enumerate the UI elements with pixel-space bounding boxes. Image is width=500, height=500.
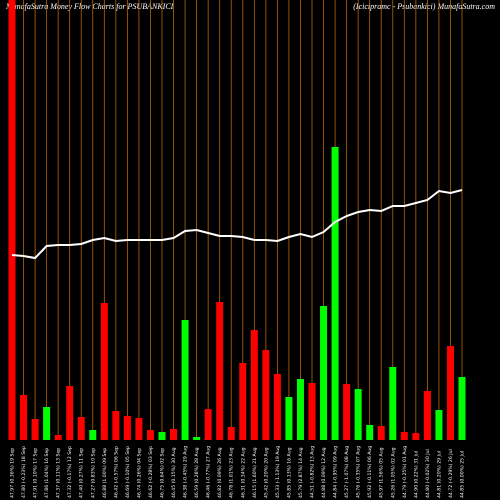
- x-tick-label: 47.32 (-0.17%) 12 Sep: [67, 446, 73, 498]
- x-tick-label: 44.51 (-0.82%) 13 Aug: [310, 446, 316, 498]
- x-tick-label: 46.88 (1.00%) 09 Sep: [102, 448, 108, 498]
- x-tick-label: 46.74 (0.26%) 04 Sep: [136, 448, 142, 498]
- bar: [112, 411, 120, 440]
- x-tick-label: 46.59 (0.28%) 28 Aug: [194, 447, 200, 498]
- x-tick-label: 45.92 (-0.11%) 06 Aug: [367, 446, 373, 498]
- bar: [239, 363, 247, 440]
- x-tick-label: 45.85 (0.13%) 16 Aug: [286, 447, 292, 498]
- bar: [377, 426, 385, 440]
- price-line: [11, 189, 463, 260]
- bar: [31, 419, 39, 440]
- x-tick-label: 46.69 (-0.10%) 05 Sep: [125, 446, 131, 498]
- x-tick-label: 47.86 (1.04%) 16 Sep: [44, 448, 50, 498]
- x-tick-label: 46.38 (-0.45%) 29 Aug: [183, 446, 189, 498]
- x-tick-label: 44.80 (-0.02%) 30 Jul: [425, 449, 431, 498]
- bar: [354, 389, 362, 440]
- bar: [423, 391, 431, 440]
- x-tick-label: 45.97 (1.56%) 05 Aug: [379, 447, 385, 498]
- chart-subtitle: (Icicipramc - Psubankici) MunafaSutra.co…: [353, 2, 495, 11]
- x-tick-label: 47.27 (0.83%) 10 Sep: [90, 448, 96, 498]
- x-tick-label: 44.81 (0.20%) 29 Jul: [436, 451, 442, 498]
- bar: [262, 350, 270, 440]
- bar: [227, 427, 235, 440]
- bar: [123, 416, 131, 440]
- x-tick-label: 46.45 (0.15%) 30 Aug: [171, 447, 177, 498]
- bar: [158, 432, 166, 440]
- x-tick-label: 44.84 (-0.95%) 09 Aug: [333, 446, 339, 498]
- bar: [66, 386, 74, 440]
- x-tick-label: 44.85 (0.00%) 25 Jul: [460, 451, 466, 498]
- bar: [170, 429, 178, 440]
- bar: [296, 379, 304, 440]
- bar: [285, 397, 293, 440]
- x-tick-label: 46.15 (1.60%) 21 Aug: [252, 447, 258, 498]
- x-tick-label: 44.72 (-0.29%) 26 Jul: [448, 449, 454, 498]
- bar: [331, 147, 339, 440]
- bar: [54, 435, 62, 440]
- bar: [343, 384, 351, 440]
- x-tick-label: 45.26 (1.05%) 02 Aug: [390, 447, 396, 498]
- bar: [435, 410, 443, 440]
- x-tick-label: 46.78 (1.01%) 23 Aug: [229, 447, 235, 498]
- bar: [77, 417, 85, 440]
- x-tick-label: 46.75 (0.64%) 02 Sep: [160, 448, 166, 498]
- bar: [193, 437, 201, 440]
- x-tick-label: 46.42 (-0.57%) 06 Sep: [113, 446, 119, 498]
- x-tick-label: 45.76 (-0.35%) 07 Aug: [356, 446, 362, 498]
- bar: [8, 0, 16, 440]
- x-tick-label: 46.46 (-0.77%) 27 Aug: [206, 446, 212, 498]
- x-tick-label: 44.90 (0.22%) 31 Jul: [413, 451, 419, 498]
- bar: [100, 303, 108, 440]
- bar: [458, 377, 466, 440]
- x-tick-label: 47.80 (-0.23%) 18 Sep: [21, 446, 27, 498]
- x-tick-label: 47.97 (0.36%) 19 Sep: [10, 448, 16, 498]
- x-tick-label: 45.42 (0.20%) 20 Aug: [263, 447, 269, 498]
- bar: [320, 306, 328, 440]
- bar: [181, 320, 189, 440]
- bar: [43, 407, 51, 440]
- bar: [146, 430, 154, 440]
- bar: [389, 367, 397, 440]
- x-tick-label: 46.82 (0.09%) 26 Aug: [217, 447, 223, 498]
- chart-title: MunafaSutra Money Flow Charts for PSUBAN…: [5, 2, 174, 11]
- x-tick-label: 47.91 (0.10%) 17 Sep: [33, 448, 39, 498]
- bar: [273, 374, 281, 440]
- x-tick-label: 45.79 (2.87%) 14 Aug: [298, 447, 304, 498]
- bar: [308, 383, 316, 440]
- x-tick-label: 44.79 (-0.25%) 01 Aug: [402, 446, 408, 498]
- bar: [250, 330, 258, 440]
- x-tick-label: 45.27 (-1.07%) 08 Aug: [344, 446, 350, 498]
- bar: [20, 395, 28, 440]
- bar: [216, 302, 224, 440]
- bar: [135, 418, 143, 440]
- x-tick-label: 47.37 (0.11%) 13 Sep: [56, 448, 62, 498]
- x-tick-label: 45.33 (-1.13%) 19 Aug: [275, 446, 281, 498]
- x-tick-label: 46.31 (0.34%) 22 Aug: [240, 447, 246, 498]
- x-tick-label: 46.62 (-0.28%) 03 Sep: [148, 446, 154, 498]
- bar: [446, 346, 454, 440]
- bar: [366, 425, 374, 440]
- x-tick-label: 47.40 (0.27%) 11 Sep: [79, 448, 85, 498]
- bar: [412, 433, 420, 440]
- x-tick-label: 44.88 (0.09%) 12 Aug: [321, 447, 327, 498]
- bar: [400, 432, 408, 440]
- bar: [89, 430, 97, 440]
- bar: [204, 409, 212, 440]
